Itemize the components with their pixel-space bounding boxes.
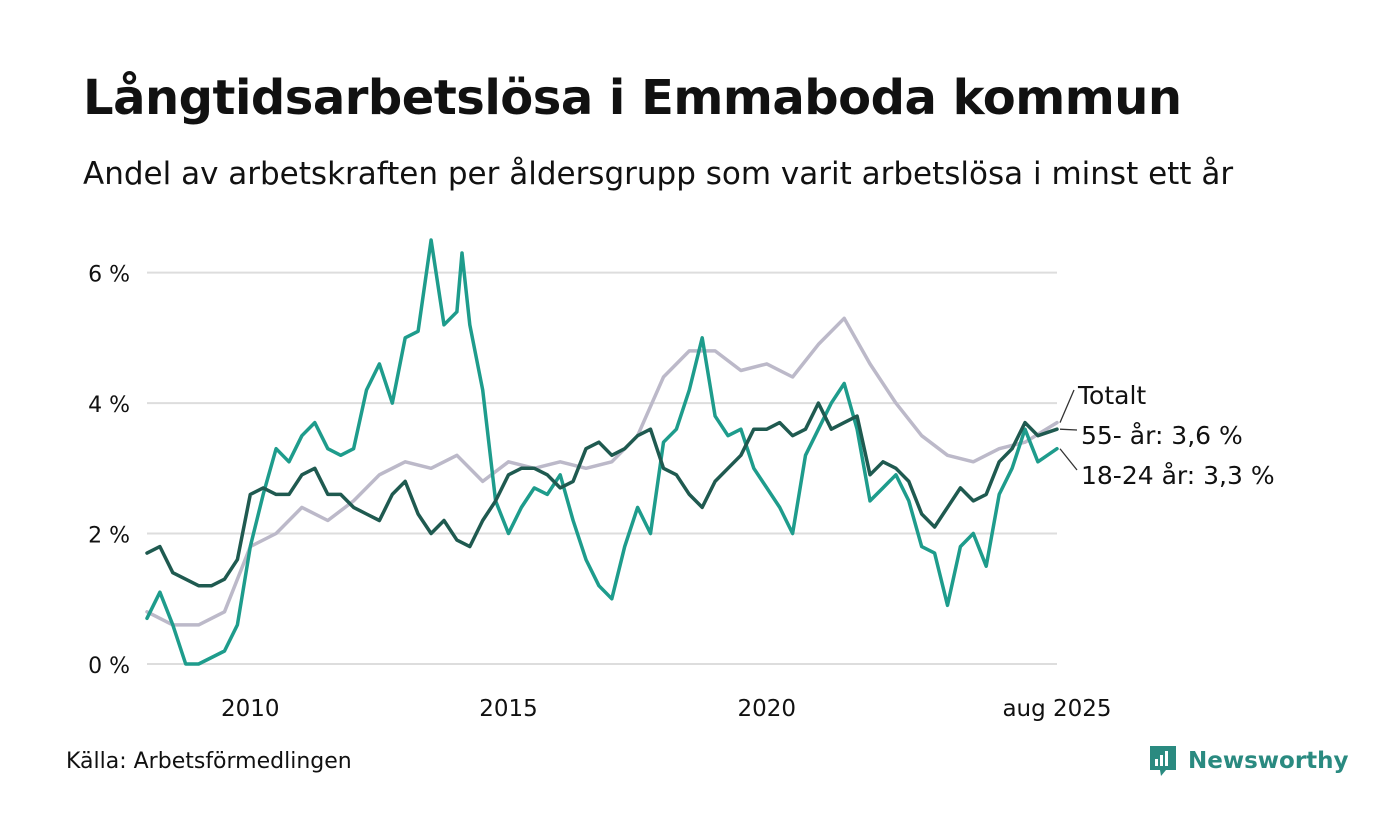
y-tick-label: 4 % (88, 393, 130, 418)
label-totalt: Totalt (1077, 381, 1146, 410)
chart-subtitle: Andel av arbetskraften per åldersgrupp s… (83, 156, 1234, 192)
brand-logo: Newsworthy (1148, 744, 1349, 778)
grid-lines (147, 271, 1057, 665)
y-tick-label: 2 % (88, 524, 130, 549)
newsworthy-logo-icon (1150, 746, 1176, 776)
label-18-24: 18-24 år: 3,3 % (1081, 461, 1275, 490)
series-line-55-plus (145, 316, 1059, 627)
x-axis-ticks: 2010 2015 2020 aug 2025 (221, 696, 1112, 722)
chart-title: Långtidsarbetslösa i Emmaboda kommun (83, 70, 1182, 126)
series-lines (145, 238, 1059, 666)
series-line-totalt (145, 401, 1059, 588)
y-tick-label: 6 % (88, 263, 130, 288)
brand-name: Newsworthy (1188, 748, 1349, 774)
x-tick-label: 2010 (221, 696, 280, 722)
x-tick-label: aug 2025 (1002, 696, 1111, 722)
series-line-18-24 (145, 238, 1059, 666)
source-note: Källa: Arbetsförmedlingen (66, 749, 352, 774)
y-tick-label: 0 % (88, 654, 130, 679)
label-55-plus-leader (1059, 428, 1078, 431)
x-tick-label: 2015 (479, 696, 538, 722)
label-totalt-leader (1059, 389, 1075, 423)
y-axis-ticks: 0 % 2 % 4 % 6 % (88, 263, 130, 679)
x-tick-label: 2020 (737, 696, 796, 722)
label-18-24-leader (1059, 448, 1078, 471)
line-end-labels: Totalt 55- år: 3,6 % 18-24 år: 3,3 % (1059, 381, 1275, 490)
label-55-plus: 55- år: 3,6 % (1081, 421, 1243, 450)
